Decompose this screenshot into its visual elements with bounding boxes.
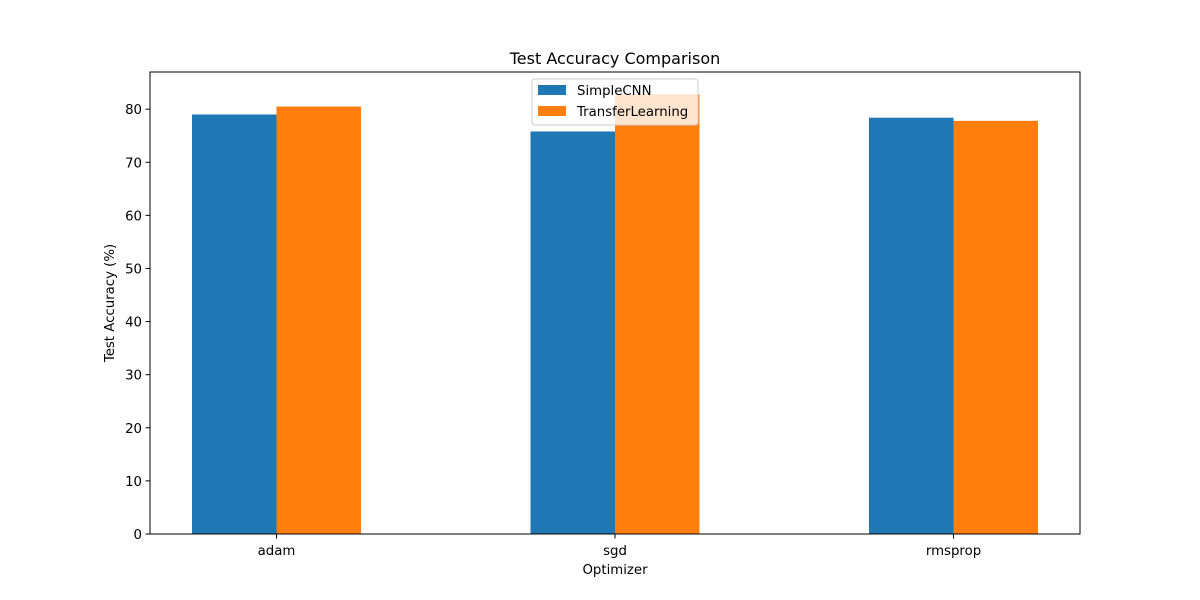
- y-tick-label: 50: [125, 262, 142, 277]
- legend: SimpleCNN TransferLearning: [531, 78, 699, 126]
- legend-label-transferlearning: TransferLearning: [576, 105, 688, 120]
- legend-swatch-transferlearning: [538, 106, 566, 116]
- y-tick-label: 10: [125, 475, 142, 490]
- x-tick-label-rmsprop: rmsprop: [926, 544, 981, 559]
- y-axis-label: Test Accuracy (%): [103, 244, 118, 363]
- x-axis: adam sgd rmsprop: [258, 534, 981, 559]
- plot-frame: [149, 71, 1081, 535]
- y-tick-label: 30: [125, 369, 142, 384]
- y-tick-label: 80: [125, 103, 142, 118]
- bar-transferlearning-rmsprop: [953, 120, 1038, 535]
- x-tick-label-sgd: sgd: [603, 544, 627, 559]
- legend-label-simplecnn: SimpleCNN: [577, 84, 652, 99]
- bar-transferlearning-sgd: [615, 94, 700, 534]
- chart-title: Test Accuracy Comparison: [509, 49, 721, 68]
- legend-frame: [531, 78, 699, 126]
- bar-simplecnn-sgd: [530, 131, 615, 534]
- y-axis: 0 10 20 30 40 50 60 70 80: [125, 103, 150, 543]
- x-axis-label: Optimizer: [582, 563, 648, 578]
- bar-transferlearning-adam: [276, 106, 361, 534]
- legend-swatch-simplecnn: [538, 85, 566, 95]
- y-tick-label: 60: [125, 209, 142, 224]
- x-tick-label-adam: adam: [258, 544, 296, 559]
- y-tick-label: 0: [134, 528, 142, 543]
- bars-layer: [192, 94, 1038, 535]
- bar-simplecnn-rmsprop: [869, 117, 954, 534]
- y-tick-label: 40: [125, 316, 142, 331]
- y-tick-label: 70: [125, 156, 142, 171]
- bar-simplecnn-adam: [192, 114, 277, 534]
- y-tick-label: 20: [125, 422, 142, 437]
